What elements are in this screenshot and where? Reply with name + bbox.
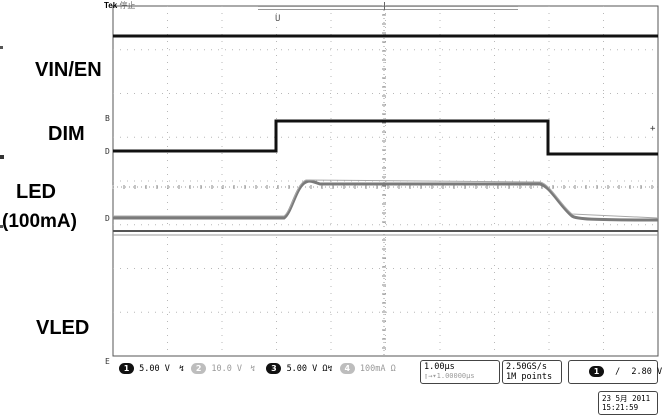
label-dim: DIM <box>48 123 85 145</box>
ch2-level-marker: B <box>105 114 110 123</box>
ch4-ground-marker: D <box>105 214 110 223</box>
label-vled: VLED <box>36 317 90 339</box>
capture-date: 23 5月 2011 <box>602 394 651 403</box>
label-vin-en: VIN/EN <box>35 59 102 81</box>
acquisition-box: 2.50GS/s 1M points <box>502 360 562 384</box>
trigger-source-icon: 1 <box>589 366 604 377</box>
sample-rate: 2.50GS/s <box>506 362 547 372</box>
ch1-badge-icon: 1 <box>119 363 134 374</box>
ch3-scale: 5.00 V <box>286 364 318 374</box>
record-window-marker <box>384 2 385 10</box>
left-edge-tick <box>0 155 4 159</box>
ch1-scale: 5.00 V <box>139 364 170 374</box>
run-state: 停止 <box>119 1 136 10</box>
trace-dim <box>113 119 658 156</box>
ch1-ground-marker: E <box>105 357 110 366</box>
trace-led-current <box>113 179 659 222</box>
scope-header: Tek 停止 <box>104 0 135 11</box>
ch4-scale: 100mA <box>359 364 386 374</box>
ch3-badge-icon: 3 <box>266 363 282 374</box>
ch2-badge-icon: 2 <box>191 363 207 374</box>
left-edge-tick <box>0 46 3 49</box>
ch1-bw-icon: ↯ <box>178 364 185 374</box>
waveform-traces <box>113 34 659 236</box>
timestamp-box: 23 5月 2011 15:21:59 <box>598 391 658 415</box>
timebase-box: 1.00µs ▯→▾1.00000µs <box>420 360 500 384</box>
capture-time: 15:21:59 <box>602 403 639 412</box>
right-edge-marker: + <box>650 124 656 134</box>
ch4-badge-icon: 4 <box>339 363 355 374</box>
timebase-value: 1.00µs <box>424 362 455 372</box>
label-led-current: (100mA) <box>2 211 77 232</box>
trace-led-current-envelope <box>113 179 659 219</box>
record-length: 1M points <box>506 372 553 382</box>
ch3-bw-icon: Ω↯ <box>322 364 333 374</box>
ch4-ohm-icon: Ω <box>390 364 396 374</box>
record-window-bar <box>258 6 518 10</box>
left-edge-tick <box>0 225 3 228</box>
label-led: LED <box>16 181 56 203</box>
ch2-scale: 10.0 V <box>211 364 243 374</box>
trigger-position: ▯→▾1.00000µs <box>424 372 475 380</box>
trigger-slope-icon: / <box>615 367 621 377</box>
trigger-level: 2.80 V <box>631 367 663 377</box>
trigger-box: 1 / 2.80 V <box>568 360 662 384</box>
trigger-position-marker: U <box>275 14 281 24</box>
ch2-ground-marker: D <box>105 147 110 156</box>
ch2-bw-icon: ↯ <box>250 364 256 374</box>
scope-brand: Tek <box>104 1 118 10</box>
channel-scale-readout: 1 5.00 V ↯ 2 10.0 V ↯ 3 5.00 V Ω↯ 4 100m… <box>119 363 396 374</box>
